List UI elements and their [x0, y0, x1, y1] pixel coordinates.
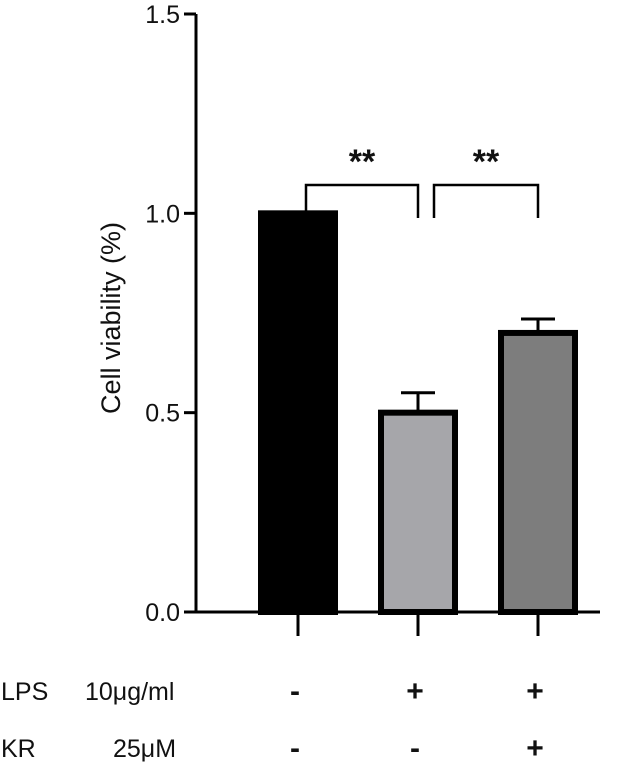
condition-name: KR — [1, 735, 36, 763]
bar-lps-kr — [498, 329, 578, 615]
condition-sign: + — [406, 675, 424, 708]
condition-dose: 10μg/ml — [85, 678, 174, 706]
significance-bracket-2: ** — [432, 143, 540, 218]
condition-row-lps: LPS 10μg/ml - + + — [1, 675, 544, 708]
significance-group: ** ** — [304, 143, 540, 218]
y-tick-label: 0.0 — [145, 599, 180, 627]
y-tick-label: 0.5 — [145, 400, 180, 428]
bracket-line — [304, 183, 420, 218]
axes-group: 0.0 0.5 1.0 1.5 — [145, 1, 600, 636]
condition-sign: + — [526, 732, 544, 765]
bar-lps — [378, 409, 458, 615]
error-bar-3 — [521, 317, 555, 333]
condition-sign: - — [290, 732, 300, 765]
condition-sign: + — [526, 675, 544, 708]
significance-label: ** — [473, 143, 500, 181]
y-tick-label: 1.0 — [145, 200, 180, 228]
conditions-group: LPS 10μg/ml - + + KR 25μM - - + — [1, 675, 544, 765]
condition-name: LPS — [1, 678, 48, 706]
condition-sign: - — [410, 732, 420, 765]
condition-dose: 25μM — [113, 735, 176, 763]
condition-row-kr: KR 25μM - - + — [1, 732, 544, 765]
y-axis-label: Cell viability (%) — [96, 222, 126, 414]
significance-bracket-1: ** — [304, 143, 420, 218]
y-tick-label: 1.5 — [145, 1, 180, 29]
error-bar-2 — [401, 391, 435, 413]
bracket-line — [432, 183, 540, 218]
error-bars-group — [401, 317, 555, 413]
significance-label: ** — [349, 143, 376, 181]
bars-group — [258, 210, 578, 615]
bar-control — [258, 210, 338, 615]
condition-sign: - — [290, 675, 300, 708]
